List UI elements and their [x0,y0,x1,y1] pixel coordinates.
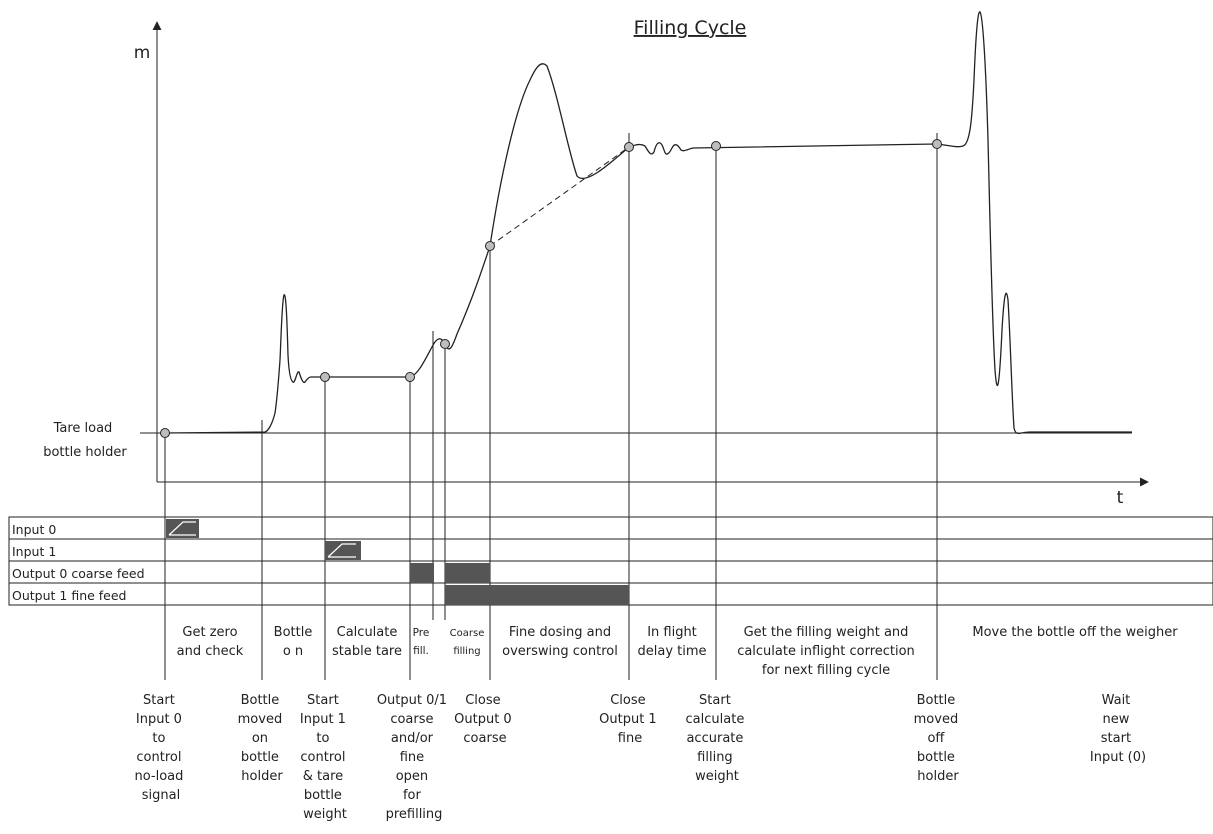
phase-bottle-on: Bottle o n [274,625,313,659]
event-lines [164,133,938,680]
signal-label-input1: Input 1 [12,544,56,559]
signal-label-output1: Output 1 fine feed [12,588,127,603]
event-bottle-moved-off: Bottle moved off bottle holder [914,693,963,784]
input1-pulse [325,541,361,560]
signal-label-output0: Output 0 coarse feed [12,566,145,581]
event-points [160,139,942,438]
output1-fine-bar [445,585,629,605]
phase-zero: Get zero and check [177,625,244,659]
event-start-input0: Start Input 0 to control no-load signal [134,693,187,803]
event-start-input1: Start Input 1 to control & tare bottle w… [300,693,350,822]
input1-ramp-icon [327,543,356,558]
output0-coarse-bar [445,563,490,583]
diagram-title: Filling Cycle [634,17,747,39]
phase-weight: Get the filling weight and calculate infl… [737,625,915,678]
phase-tare: Calculate stable tare [332,625,402,659]
event-output-open: Output 0/1 coarse and/or fine open for p… [377,693,451,822]
input0-pulse [166,519,199,538]
output0-prefill-bar [410,563,434,583]
phase-prefill: Pre fill. [413,627,430,657]
event-wait-start: Wait new start Input (0) [1090,693,1146,765]
event-bottle-moved-on: Bottle moved on bottle holder [238,693,287,784]
tare-label: Tare load bottle holder [43,421,127,460]
event-labels: Start Input 0 to control no-load signal … [134,693,1146,822]
phase-move-off: Move the bottle off the weigher [972,625,1178,640]
input0-ramp-icon [168,521,196,536]
signal-label-input0: Input 0 [12,522,56,537]
event-start-calc: Start calculate accurate filling weight [686,693,749,784]
event-close-output0: Close Output 0 coarse [454,693,516,746]
phase-fine: Fine dosing and overswing control [502,625,618,659]
fine-dosing-trend [489,146,630,247]
signal-table: Input 0 Input 1 Output 0 coarse feed Out… [8,516,1213,606]
y-axis-label: m [134,43,151,63]
phase-coarse: Coarse filling [450,628,485,657]
phase-labels: Get zero and check Bottle o n Calculate sta… [177,625,1179,678]
weight-curve [164,11,1132,435]
event-close-output1: Close Output 1 fine [599,693,661,746]
phase-inflight: In flight delay time [637,625,706,659]
x-axis-label: t [1117,488,1124,508]
